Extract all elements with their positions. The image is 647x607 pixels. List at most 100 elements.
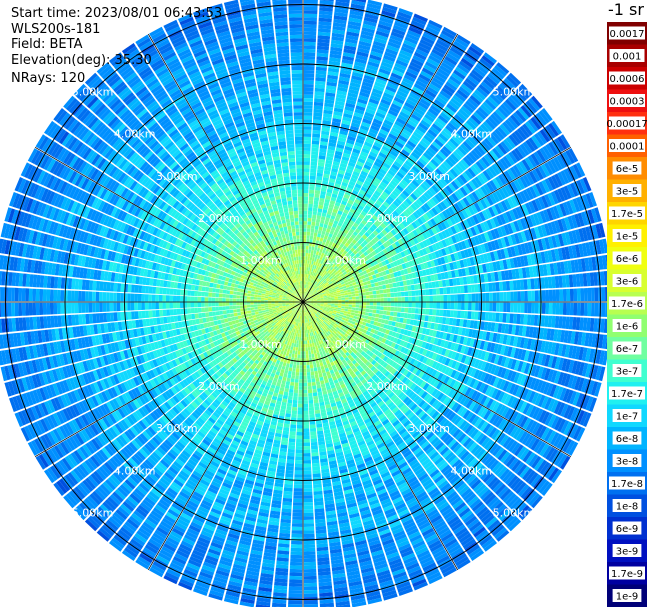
data-cell xyxy=(355,54,368,61)
data-cell xyxy=(317,211,322,216)
data-cell xyxy=(351,307,356,311)
data-cell xyxy=(408,302,412,308)
data-cell xyxy=(339,218,345,224)
data-cell xyxy=(314,193,320,198)
data-cell xyxy=(449,119,461,130)
data-cell xyxy=(371,214,378,221)
data-cell xyxy=(488,312,493,322)
data-cell xyxy=(442,26,457,37)
data-cell xyxy=(319,237,324,242)
data-cell xyxy=(422,116,433,126)
data-cell xyxy=(389,166,398,174)
data-cell xyxy=(393,292,398,297)
data-cell xyxy=(420,119,431,129)
data-cell xyxy=(318,28,331,33)
data-cell xyxy=(325,92,336,97)
data-cell xyxy=(387,195,395,203)
data-cell xyxy=(350,233,356,239)
data-cell xyxy=(351,174,359,180)
data-cell xyxy=(308,249,312,254)
data-cell xyxy=(334,303,339,306)
data-cell xyxy=(336,90,347,96)
data-cell xyxy=(311,275,315,280)
data-cell xyxy=(323,202,330,207)
data-cell xyxy=(371,205,378,212)
data-cell xyxy=(412,86,424,95)
data-cell xyxy=(428,54,442,65)
data-cell xyxy=(323,253,327,259)
data-cell xyxy=(376,209,383,216)
data-cell xyxy=(303,224,307,229)
data-cell xyxy=(346,139,355,145)
data-cell xyxy=(323,106,334,111)
data-cell xyxy=(325,255,330,260)
data-cell xyxy=(347,231,353,237)
data-cell xyxy=(317,165,324,170)
data-cell xyxy=(326,228,331,233)
data-cell xyxy=(369,302,374,306)
data-cell xyxy=(324,166,332,172)
data-cell xyxy=(309,189,315,194)
data-cell xyxy=(362,305,367,309)
data-cell xyxy=(356,207,363,214)
data-cell xyxy=(346,239,352,245)
data-cell xyxy=(429,302,434,309)
data-cell xyxy=(481,311,486,321)
data-cell xyxy=(362,302,367,306)
data-cell xyxy=(305,281,308,285)
data-cell xyxy=(463,285,468,293)
data-cell xyxy=(365,108,376,115)
data-cell xyxy=(382,6,397,15)
data-cell xyxy=(316,258,320,263)
data-cell xyxy=(310,279,313,283)
data-cell xyxy=(385,172,394,180)
data-cell xyxy=(328,138,337,144)
data-cell xyxy=(314,269,318,274)
data-cell xyxy=(310,165,317,170)
data-cell xyxy=(386,44,400,53)
data-cell xyxy=(335,179,342,185)
data-cell xyxy=(403,313,408,319)
data-cell xyxy=(474,284,479,293)
data-cell xyxy=(326,192,332,197)
data-cell xyxy=(386,156,395,164)
data-cell xyxy=(303,147,311,151)
data-cell xyxy=(321,127,330,132)
data-cell xyxy=(451,72,464,83)
data-cell xyxy=(338,250,343,256)
data-cell xyxy=(415,48,429,58)
data-cell xyxy=(404,101,415,110)
data-cell xyxy=(362,167,370,174)
data-cell xyxy=(402,77,414,86)
data-cell xyxy=(482,293,486,302)
data-cell xyxy=(334,256,339,261)
data-cell xyxy=(339,162,348,169)
data-cell xyxy=(446,103,458,113)
data-cell xyxy=(349,85,360,92)
data-cell xyxy=(324,102,334,108)
data-cell xyxy=(314,98,324,103)
data-cell xyxy=(367,101,378,109)
data-cell xyxy=(307,224,311,229)
data-cell xyxy=(303,70,315,74)
data-cell xyxy=(434,42,449,52)
data-cell xyxy=(339,72,351,79)
data-cell xyxy=(443,294,448,302)
data-cell xyxy=(339,203,346,209)
data-cell xyxy=(506,291,511,302)
data-cell xyxy=(372,164,380,171)
data-cell xyxy=(391,28,406,36)
data-cell xyxy=(424,113,435,123)
data-cell xyxy=(422,295,427,302)
data-cell xyxy=(317,35,331,40)
data-cell xyxy=(317,45,329,51)
data-cell xyxy=(395,93,407,102)
data-cell xyxy=(313,101,324,107)
data-cell xyxy=(347,309,352,313)
data-cell xyxy=(369,94,381,102)
data-cell xyxy=(312,214,317,219)
data-cell xyxy=(343,45,357,51)
data-cell xyxy=(496,292,500,302)
data-cell xyxy=(562,289,567,302)
data-cell xyxy=(358,154,367,161)
